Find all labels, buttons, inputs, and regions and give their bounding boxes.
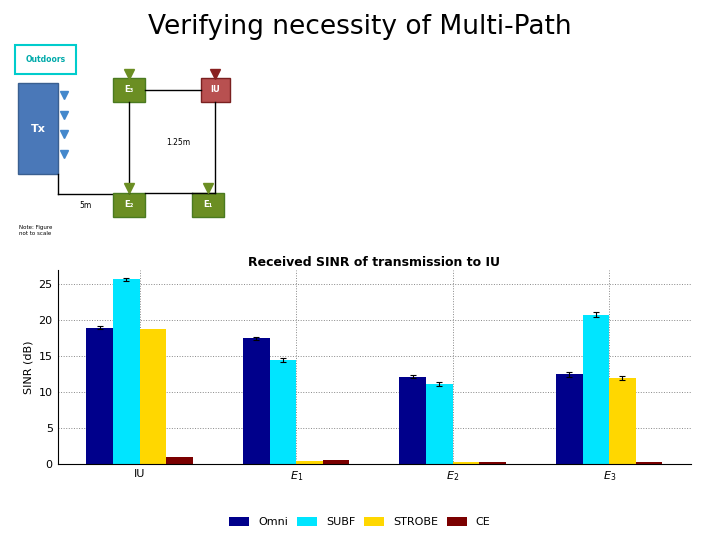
Bar (113, 279, 140, 464)
Text: E₃: E₃ (125, 85, 133, 94)
Text: IU: IU (210, 85, 220, 94)
Text: Note: Figure
not to scale: Note: Figure not to scale (19, 225, 53, 236)
Bar (296, 461, 323, 464)
Text: 1.25m: 1.25m (166, 138, 190, 147)
FancyBboxPatch shape (18, 83, 58, 174)
Text: 5m: 5m (79, 201, 92, 210)
FancyBboxPatch shape (15, 45, 76, 73)
Bar (166, 457, 193, 464)
Bar (86, 328, 113, 464)
Text: E₁: E₁ (204, 200, 212, 210)
Text: Verifying necessity of Multi-Path: Verifying necessity of Multi-Path (148, 14, 572, 39)
Bar (609, 378, 636, 464)
Bar (140, 329, 166, 464)
Title: Received SINR of transmission to IU: Received SINR of transmission to IU (248, 256, 500, 269)
Bar (556, 374, 582, 464)
Bar (323, 461, 349, 464)
Text: Outdoors: Outdoors (25, 55, 66, 64)
Text: Tx: Tx (31, 124, 45, 134)
Bar (243, 339, 269, 464)
Bar (636, 462, 662, 464)
Bar (400, 376, 426, 464)
FancyBboxPatch shape (192, 193, 224, 217)
FancyBboxPatch shape (113, 78, 145, 102)
Bar (453, 462, 480, 464)
Bar (582, 315, 609, 464)
FancyBboxPatch shape (113, 193, 145, 217)
Legend: Omni, SUBF, STROBE, CE: Omni, SUBF, STROBE, CE (225, 512, 495, 532)
Bar (480, 462, 506, 464)
Bar (269, 360, 296, 464)
FancyBboxPatch shape (4, 25, 306, 266)
Text: E₂: E₂ (124, 200, 134, 210)
FancyBboxPatch shape (201, 78, 230, 102)
Bar (426, 384, 453, 464)
Y-axis label: SINR (dB): SINR (dB) (23, 340, 33, 394)
